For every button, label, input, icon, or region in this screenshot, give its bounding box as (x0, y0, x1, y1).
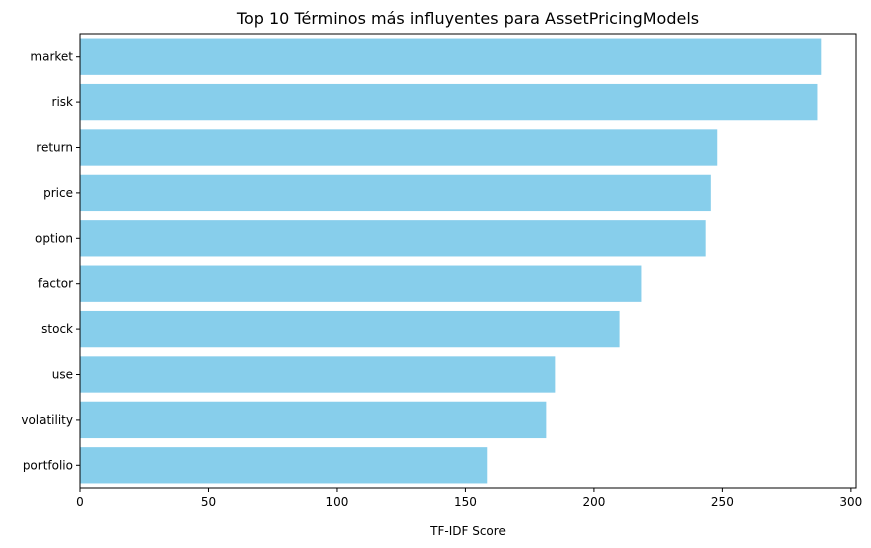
y-tick-label: volatility (21, 413, 73, 427)
x-tick-label: 200 (582, 495, 605, 509)
y-tick-label: portfolio (23, 458, 73, 472)
x-tick-label: 100 (326, 495, 349, 509)
y-tick-label: price (43, 186, 73, 200)
y-tick-label: option (35, 231, 73, 245)
bar-price (80, 174, 711, 212)
y-tick-label: return (36, 141, 73, 155)
y-tick-label: market (30, 50, 73, 64)
bar-risk (80, 83, 818, 121)
chart-title: Top 10 Términos más influyentes para Ass… (236, 9, 699, 28)
plot-area: market risk return price option factor stock us… (21, 33, 862, 509)
bar-factor (80, 265, 642, 302)
bar-use (80, 356, 556, 393)
x-axis-label: TF-IDF Score (429, 524, 506, 538)
bar-stock (80, 310, 620, 348)
x-tick-label: 150 (454, 495, 477, 509)
y-tick-label: stock (41, 322, 73, 336)
bar-volatility (80, 401, 547, 439)
x-tick-label: 0 (76, 495, 84, 509)
bar-market (80, 38, 822, 75)
bar-portfolio (80, 447, 488, 484)
bar-return (80, 129, 718, 166)
axes-frame (79, 33, 857, 489)
x-tick-label: 250 (711, 495, 734, 509)
x-tick-label: 300 (839, 495, 862, 509)
y-tick-label: use (52, 368, 73, 382)
y-tick-label: factor (38, 277, 73, 291)
x-tick-label: 50 (201, 495, 216, 509)
bar-option (80, 220, 706, 257)
y-tick-label: risk (52, 95, 74, 109)
